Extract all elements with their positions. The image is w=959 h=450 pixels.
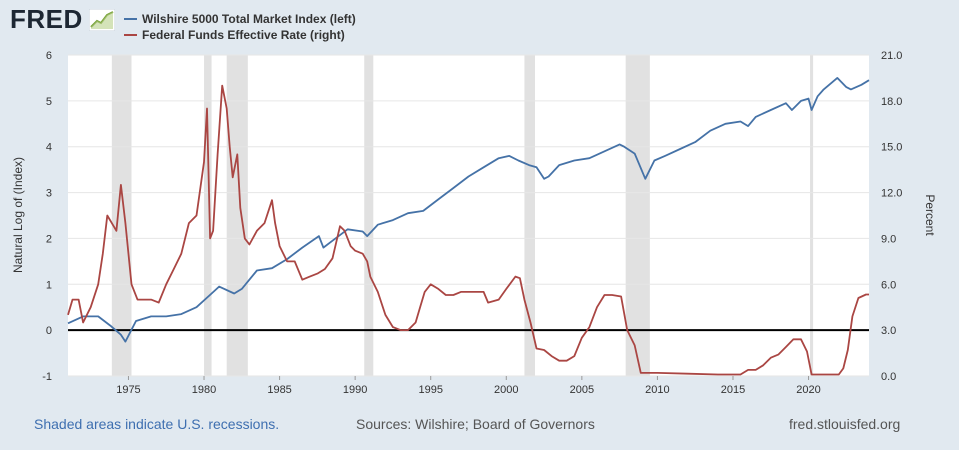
y-tick-left-3: 3 <box>46 188 52 200</box>
y-tick-right-0.0: 0.0 <box>881 371 896 383</box>
x-tick-1975: 1975 <box>116 384 140 396</box>
y-tick-left-1: 1 <box>46 279 52 291</box>
x-tick-2020: 2020 <box>796 384 820 396</box>
y-tick-right-6.0: 6.0 <box>881 279 896 291</box>
recession-band-1 <box>204 55 212 376</box>
y-tick-right-3.0: 3.0 <box>881 325 896 337</box>
legend-swatch-wilshire <box>124 18 137 20</box>
y-tick-right-12.0: 12.0 <box>881 188 902 200</box>
plot-area <box>68 55 869 376</box>
y-tick-left-4: 4 <box>46 142 52 154</box>
recession-note: Shaded areas indicate U.S. recessions. <box>34 416 280 432</box>
x-tick-2005: 2005 <box>570 384 594 396</box>
recession-band-6 <box>810 55 814 376</box>
x-tick-1990: 1990 <box>343 384 367 396</box>
legend-label-fed-funds: Federal Funds Effective Rate (right) <box>142 28 345 42</box>
x-tick-1995: 1995 <box>418 384 442 396</box>
y-tick-right-21.0: 21.0 <box>881 50 902 62</box>
legend-label-wilshire: Wilshire 5000 Total Market Index (left) <box>142 12 356 26</box>
recession-band-2 <box>226 55 248 376</box>
chart-trend-icon <box>89 9 115 31</box>
y-tick-left--1: -1 <box>42 371 52 383</box>
x-tick-2010: 2010 <box>645 384 669 396</box>
y-axis-left-title: Natural Log of (Index) <box>11 157 25 273</box>
series-lines <box>67 77 870 376</box>
y-tick-left-0: 0 <box>46 325 52 337</box>
y-tick-left-6: 6 <box>46 50 52 62</box>
recession-band-4 <box>524 55 535 376</box>
site-link[interactable]: fred.stlouisfed.org <box>789 416 901 432</box>
axes: -1 0 1 2 3 4 5 6 0.0 3.0 6.0 9.0 12.0 15.0 18.0 21.0 197… <box>42 50 902 396</box>
y-tick-left-5: 5 <box>46 96 52 108</box>
x-tick-2000: 2000 <box>494 384 518 396</box>
fred-logo[interactable]: FRED <box>10 4 83 34</box>
recession-bands <box>111 55 814 376</box>
y-tick-right-18.0: 18.0 <box>881 96 902 108</box>
legend-item-wilshire[interactable]: Wilshire 5000 Total Market Index (left) <box>124 11 356 27</box>
series-line-fed-funds <box>67 84 869 376</box>
recession-band-3 <box>364 55 374 376</box>
y-tick-left-2: 2 <box>46 233 52 245</box>
legend-swatch-fed-funds <box>124 34 137 36</box>
grid-lines <box>68 54 869 377</box>
legend-item-fed-funds[interactable]: Federal Funds Effective Rate (right) <box>124 27 356 43</box>
chart-legend: Wilshire 5000 Total Market Index (left) … <box>124 11 356 43</box>
x-tick-2015: 2015 <box>721 384 745 396</box>
x-tick-1985: 1985 <box>267 384 291 396</box>
x-tick-1980: 1980 <box>192 384 216 396</box>
series-line-wilshire <box>67 77 870 343</box>
y-tick-right-9.0: 9.0 <box>881 233 896 245</box>
y-axis-right-title: Percent <box>923 194 937 236</box>
y-tick-right-15.0: 15.0 <box>881 142 902 154</box>
recession-band-5 <box>625 55 650 376</box>
sources-text: Sources: Wilshire; Board of Governors <box>356 416 595 432</box>
recession-band-0 <box>111 55 132 376</box>
